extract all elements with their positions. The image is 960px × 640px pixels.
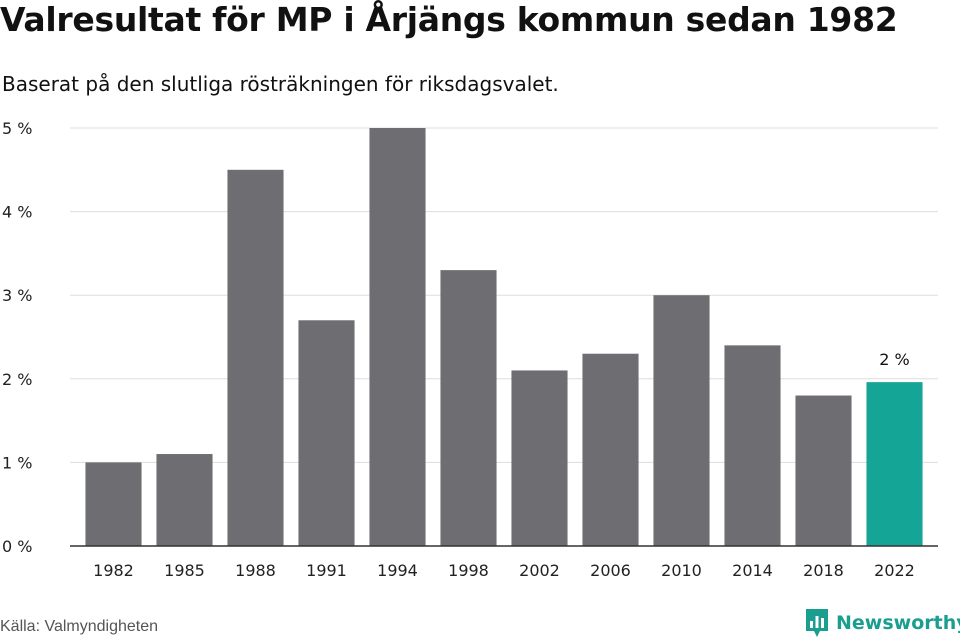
brand-name: Newsworthy xyxy=(836,612,960,634)
newsworthy-logo-icon xyxy=(806,609,828,637)
x-tick-label: 2022 xyxy=(874,561,915,580)
bar-1988 xyxy=(227,169,284,547)
y-tick-label: 1 % xyxy=(2,453,32,472)
bar-1991 xyxy=(298,320,355,546)
x-tick-label: 2014 xyxy=(732,561,773,580)
bar-2022 xyxy=(866,382,923,546)
y-tick-label: 0 % xyxy=(2,537,32,556)
bar-value-label: 2 % xyxy=(879,350,909,369)
bar-1985 xyxy=(156,454,213,546)
brand-logo: Newsworthy xyxy=(804,607,960,639)
source-note: Källa: Valmyndigheten xyxy=(0,618,159,635)
y-axis-ticks: 0 % 1 % 2 % 3 % 4 % 5 % xyxy=(2,119,32,556)
bar-2006 xyxy=(582,353,639,546)
bar-1998 xyxy=(440,270,497,546)
bar-2018 xyxy=(795,395,852,546)
y-tick-label: 4 % xyxy=(2,203,32,222)
x-tick-label: 1988 xyxy=(235,561,276,580)
y-tick-label: 5 % xyxy=(2,119,32,138)
chart-title: Valresultat för MP i Årjängs kommun seda… xyxy=(0,0,898,39)
x-tick-label: 1998 xyxy=(448,561,489,580)
x-tick-label: 2018 xyxy=(803,561,844,580)
x-tick-label: 1985 xyxy=(164,561,205,580)
bar-2010 xyxy=(653,295,710,546)
bar-2014 xyxy=(724,345,781,546)
y-tick-label: 3 % xyxy=(2,286,32,305)
chart-subtitle: Baserat på den slutliga rösträkningen fö… xyxy=(2,72,559,96)
annotations: 2 % xyxy=(879,350,909,369)
grid-lines xyxy=(70,127,938,463)
bar-chart: 0 %1 %2 %3 %4 %5 % 1982 1985 1988 1991 1994 1… xyxy=(2,119,938,580)
bars xyxy=(85,128,923,547)
y-tick-label: 2 % xyxy=(2,370,32,389)
x-tick-label: 1991 xyxy=(306,561,347,580)
bar-1994 xyxy=(369,128,426,546)
x-tick-label: 2006 xyxy=(590,561,631,580)
x-tick-label: 2010 xyxy=(661,561,702,580)
bar-1982 xyxy=(85,462,142,546)
x-tick-label: 1994 xyxy=(377,561,418,580)
bar-2002 xyxy=(511,370,568,546)
x-tick-label: 1982 xyxy=(93,561,134,580)
x-tick-label: 2002 xyxy=(519,561,560,580)
x-axis-ticks: 1982 1985 1988 1991 1994 1998 2002 2006 2010 2014… xyxy=(93,561,915,580)
